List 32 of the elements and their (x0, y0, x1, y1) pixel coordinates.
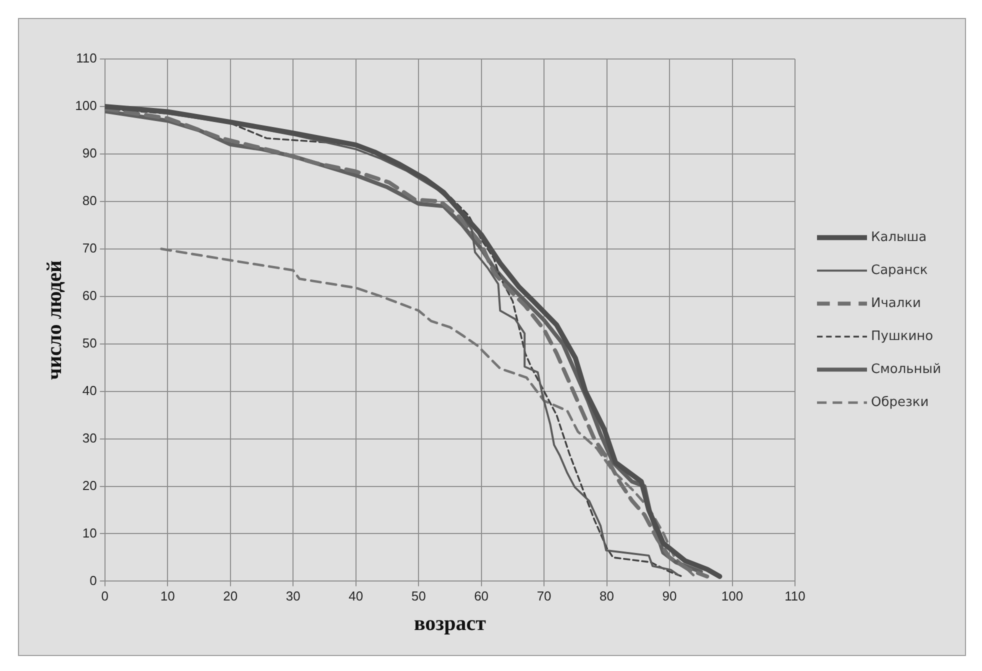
x-tick-label: 90 (662, 588, 677, 604)
y-tick-label: 60 (82, 288, 97, 303)
y-axis-title: число людей (42, 260, 66, 380)
y-tick-label: 110 (76, 50, 97, 66)
legend-label: Ичалки (871, 296, 921, 311)
x-tick-label: 0 (101, 588, 109, 604)
x-tick-label: 80 (600, 588, 614, 604)
x-tick-label: 60 (474, 588, 489, 604)
x-tick-label: 10 (160, 588, 175, 604)
y-tick-label: 90 (82, 146, 97, 161)
x-tick-label: 100 (721, 588, 744, 604)
y-tick-label: 0 (90, 572, 97, 588)
y-tick-label: 40 (82, 382, 97, 398)
legend-label: Смольный (871, 362, 942, 377)
x-tick-label: 70 (536, 588, 552, 604)
legend-label: Саранск (871, 262, 928, 278)
legend-label: Обрезки (871, 394, 929, 410)
y-tick-label: 10 (82, 525, 97, 540)
x-tick-label: 110 (784, 588, 806, 604)
x-tick-label: 20 (223, 588, 238, 604)
x-axis-title: возраст (414, 610, 487, 635)
y-tick-label: 100 (75, 98, 97, 114)
y-tick-label: 30 (82, 430, 97, 446)
y-tick-label: 80 (82, 192, 97, 208)
y-tick-label: 70 (82, 240, 97, 256)
x-tick-label: 30 (286, 588, 300, 604)
y-tick-label: 20 (82, 478, 97, 493)
x-tick-label: 40 (348, 588, 364, 604)
legend-label: Калыша (871, 230, 927, 245)
legend-label: Пушкино (871, 328, 934, 344)
y-tick-label: 50 (82, 335, 97, 350)
x-tick-label: 50 (411, 588, 426, 604)
